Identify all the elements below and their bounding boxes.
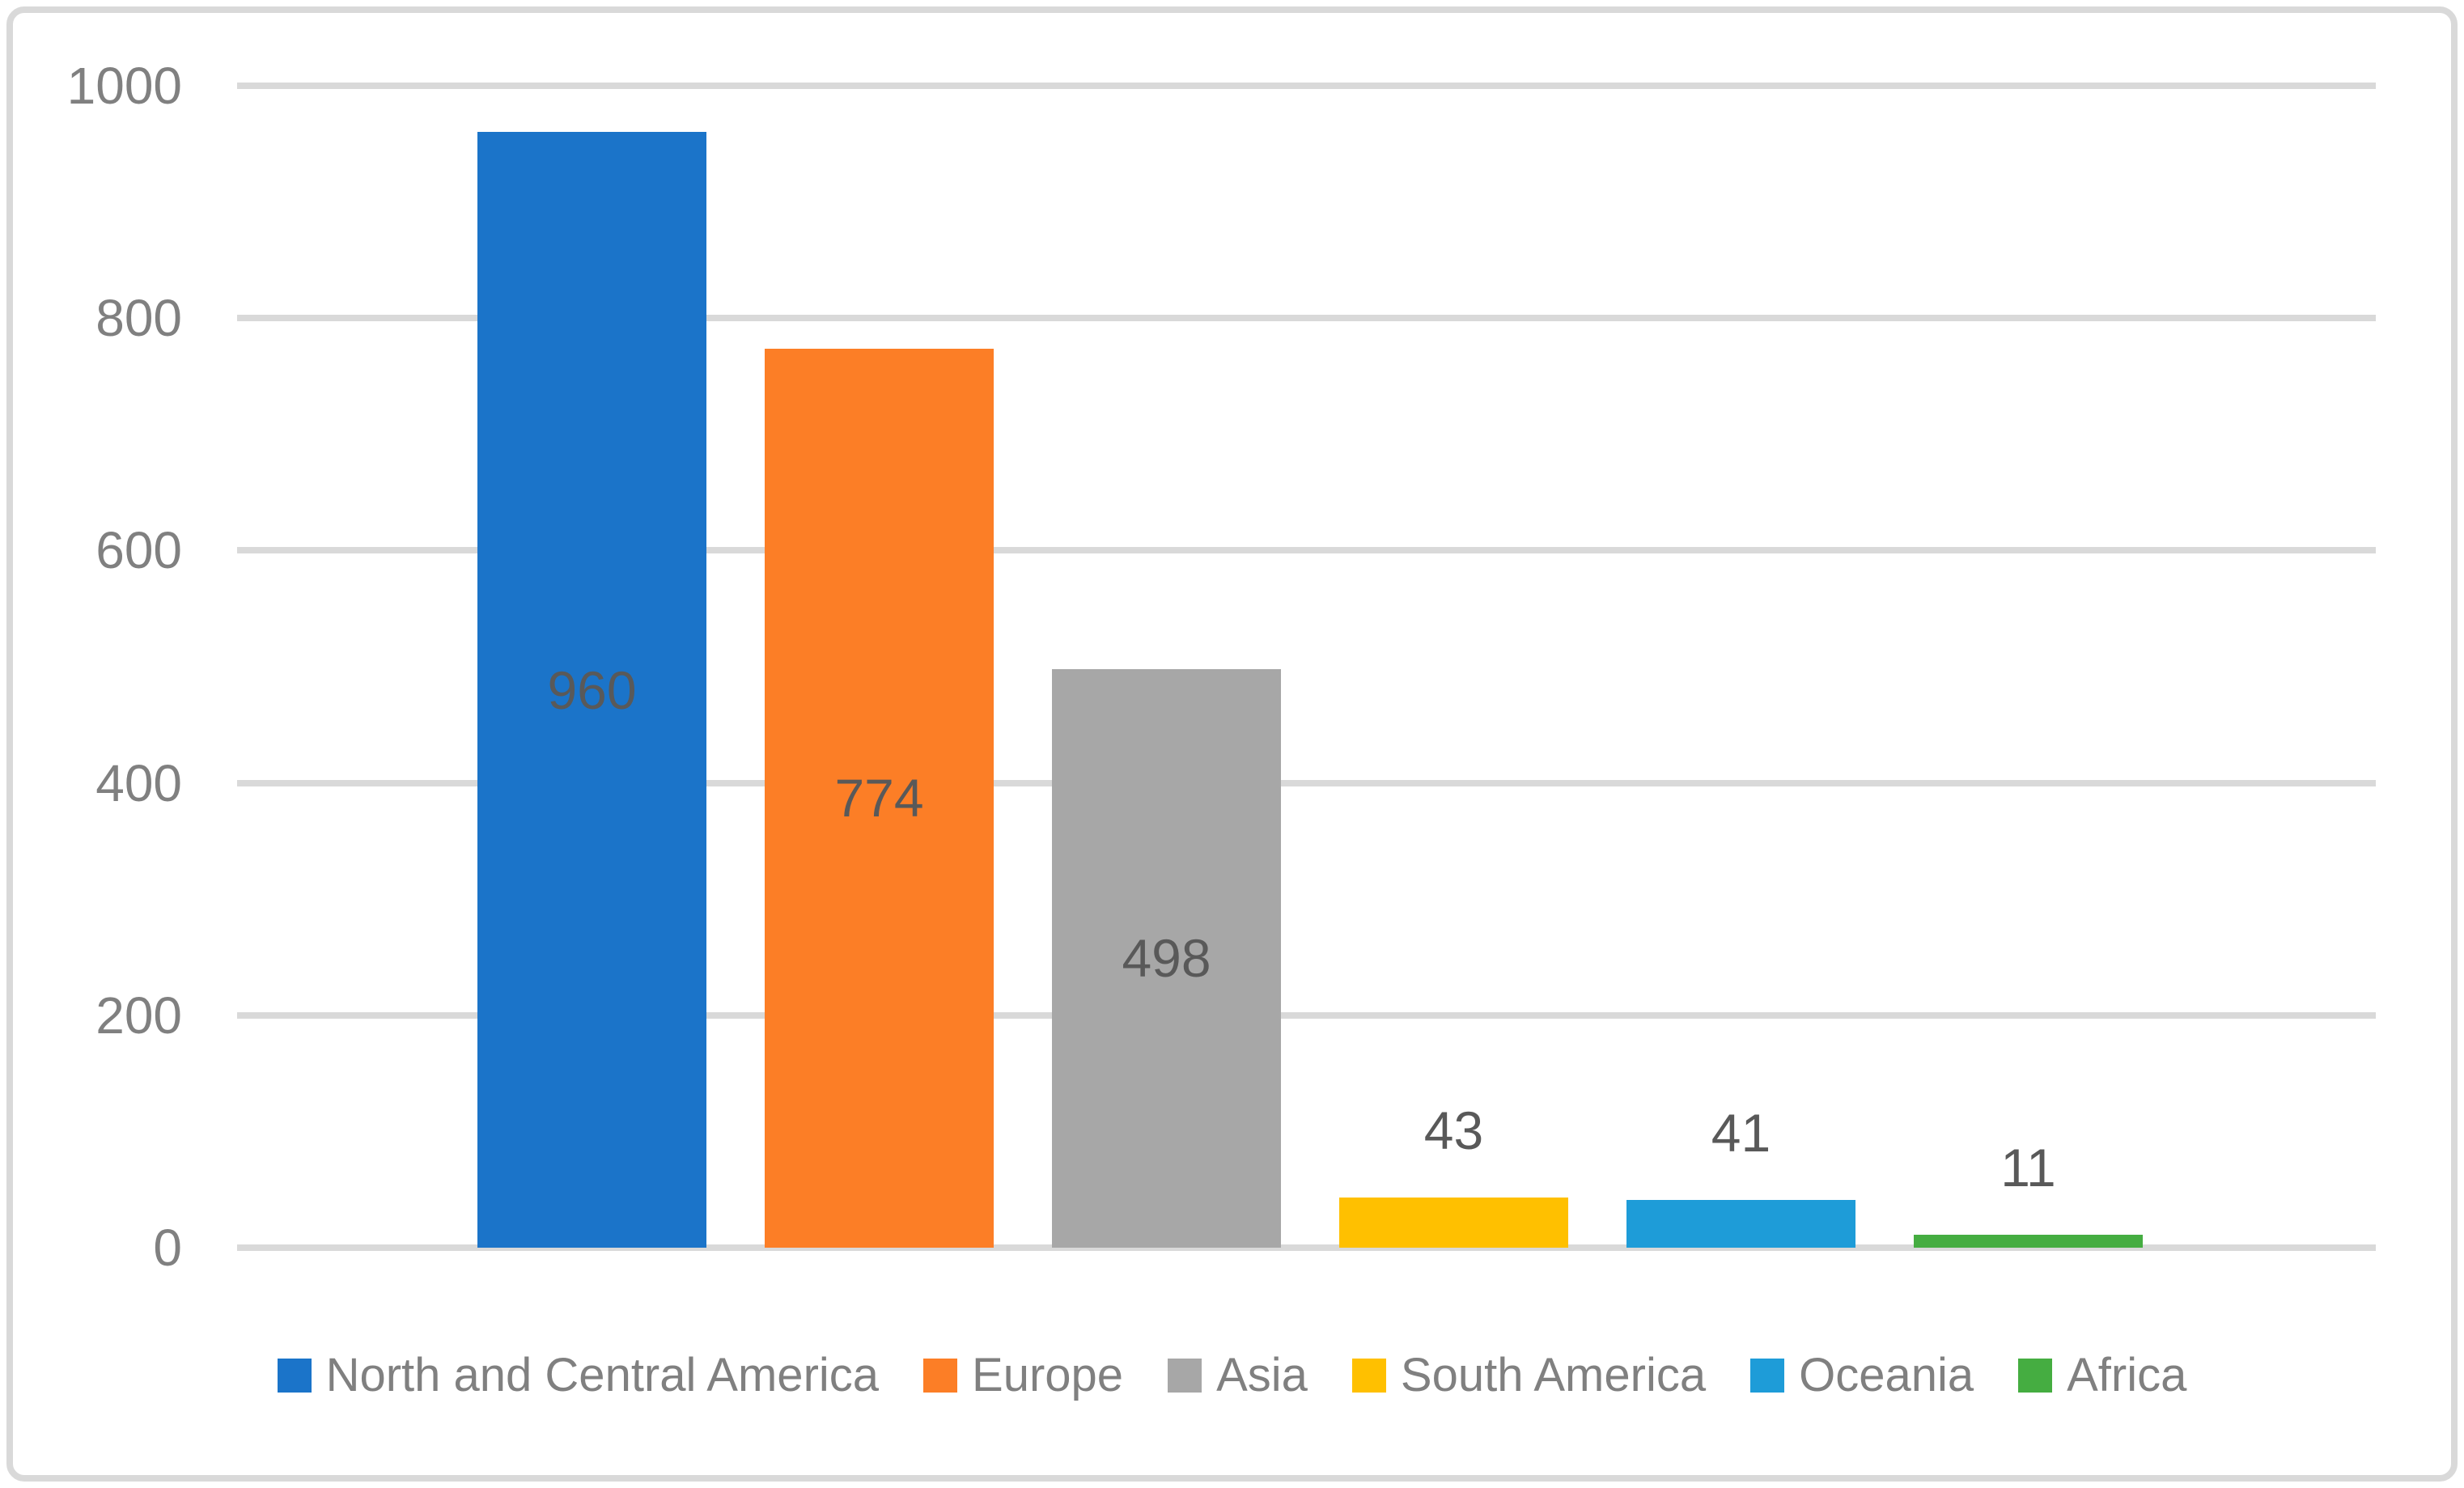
legend-item-africa: Africa [2018,1350,2186,1401]
legend-label: Asia [1216,1349,1308,1401]
legend-label: North and Central America [325,1349,880,1401]
data-label-south-america: 43 [1423,1100,1484,1161]
x-axis-line [237,1244,2376,1251]
legend-item-europe: Europe [923,1350,1123,1401]
data-label-oceania: 41 [1711,1103,1771,1164]
legend-item-north-and-central-america: North and Central America [277,1349,880,1401]
data-label-europe: 774 [834,768,924,829]
legend-label: Oceania [1799,1349,1974,1401]
y-axis: 0 200 400 600 800 1000 [0,60,189,1274]
bar-europe: 774 [765,348,994,1248]
data-label-africa: 11 [2000,1138,2056,1198]
bar-oceania: 41 [1626,1106,1855,1248]
gridline-800 [237,315,2376,322]
y-axis-tick-label: 600 [95,521,182,580]
gridline-200 [237,1011,2376,1019]
data-label-asia: 498 [1122,928,1211,989]
legend-label: South America [1400,1349,1707,1401]
y-axis-tick-label: 0 [153,1219,182,1277]
plot-area: 960 774 498 43 41 11 [237,83,2376,1251]
data-label-north-and-central-america: 960 [547,659,637,720]
legend-label: Europe [972,1349,1124,1401]
legend-swatch-africa [2018,1359,2053,1393]
legend-item-south-america: South America [1351,1349,1707,1401]
y-axis-tick-label: 800 [95,289,182,348]
legend-swatch-south-america [1351,1359,1386,1393]
gridline-400 [237,779,2376,786]
legend-swatch-north-and-central-america [277,1359,312,1393]
legend-swatch-oceania [1750,1359,1785,1393]
bar-north-and-central-america: 960 [477,132,706,1248]
y-axis-tick-label: 400 [95,753,182,812]
bar-africa: 11 [1914,1141,2143,1248]
gridline-1000 [237,83,2376,89]
y-axis-tick-label: 200 [95,986,182,1045]
bar-asia: 498 [1052,668,1281,1248]
y-axis-tick-label: 1000 [66,57,182,115]
gridline-600 [237,547,2376,554]
legend-item-asia: Asia [1168,1350,1308,1401]
legend: North and Central America Europe Asia South… [0,1350,2464,1401]
bar-south-america: 43 [1339,1104,1568,1248]
legend-swatch-europe [923,1359,958,1393]
legend-item-oceania: Oceania [1750,1350,1974,1401]
legend-swatch-asia [1168,1359,1202,1393]
legend-label: Africa [2067,1349,2187,1401]
